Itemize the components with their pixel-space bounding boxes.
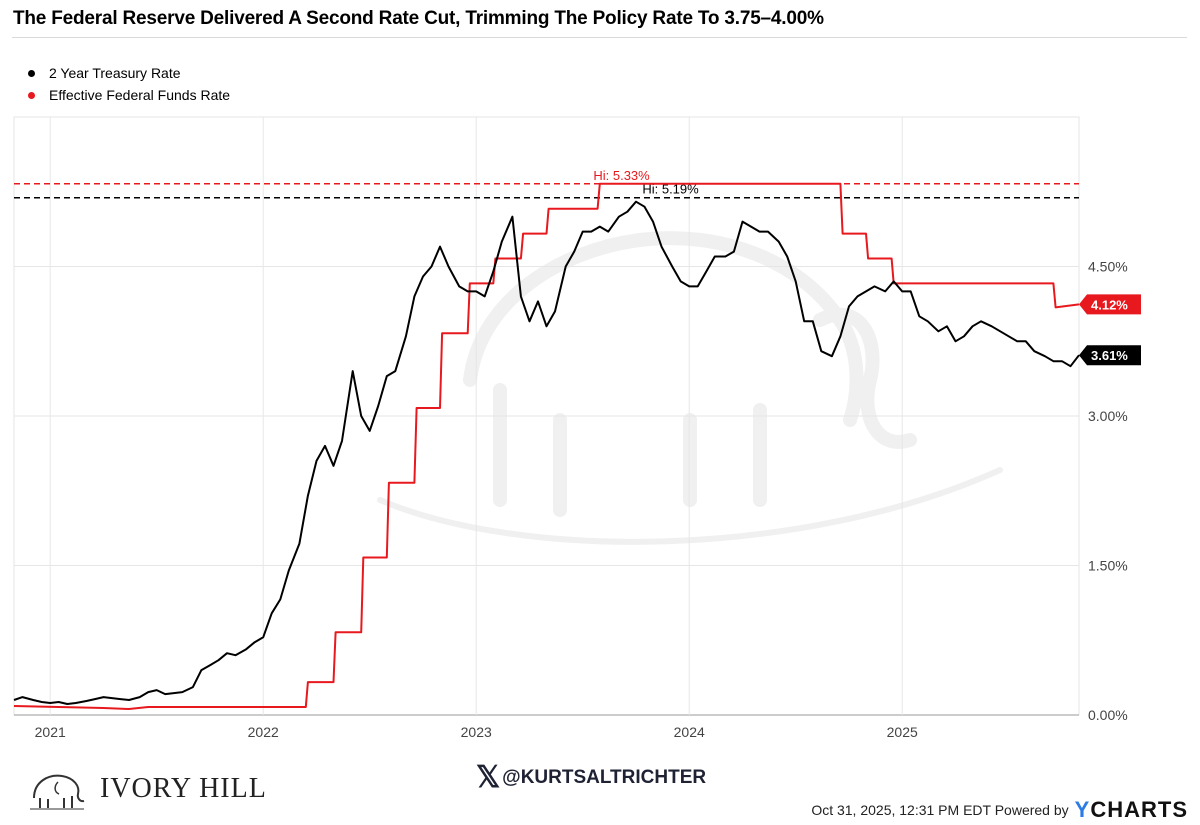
last-value-badges: 3.61% 4.12% [1079,294,1141,366]
ycharts-rest: CHARTS [1090,797,1188,822]
series-line-effective-federal-funds-rate [13,182,1080,710]
series-lines [13,182,1080,710]
x-tick-label: 2025 [887,724,918,740]
chart-title: The Federal Reserve Delivered A Second R… [13,8,824,29]
brand-name: IVORY HILL [100,773,267,804]
hi-label-0: Hi: 5.19% [642,182,699,197]
series-line-2-year-treasury-rate [13,200,1080,705]
elephant-logo-icon [30,774,85,810]
y-tick-label: 1.50% [1088,558,1128,574]
legend-item-treasury[interactable]: 2 Year Treasury Rate [28,62,230,84]
legend: 2 Year Treasury Rate Effective Federal F… [28,62,230,106]
ycharts-logo[interactable]: YCHARTS [1075,797,1188,823]
y-axis: 0.00% 1.50% 3.00% 4.50% [1088,259,1128,724]
y-tick-label: 3.00% [1088,408,1128,424]
legend-dot-treasury [28,69,35,77]
title-divider [12,37,1187,38]
y-tick-label: 4.50% [1088,259,1128,275]
legend-item-ffr[interactable]: Effective Federal Funds Rate [28,84,230,106]
legend-label-ffr: Effective Federal Funds Rate [49,87,231,103]
ycharts-y: Y [1074,797,1091,822]
last-value-badge-0: 3.61% [1079,345,1141,366]
x-axis: 2021 2022 2023 2024 2025 [35,724,918,740]
legend-label-treasury: 2 Year Treasury Rate [49,65,181,81]
x-tick-label: 2023 [461,724,492,740]
x-tick-label: 2024 [674,724,705,740]
badge-shape [1079,345,1141,366]
last-value-badge-1: 4.12% [1079,294,1141,315]
x-tick-label: 2022 [248,724,279,740]
handle-text: @KURTSALTRICHTER [502,767,707,788]
hi-label-1: Hi: 5.33% [593,168,650,183]
y-tick-label: 0.00% [1088,707,1128,723]
grid-lines [13,116,1080,716]
legend-dot-ffr [28,91,35,99]
high-markers: Hi: 5.33%Hi: 5.19% [14,168,1079,199]
elephant-watermark-icon [377,231,1003,545]
x-logo-icon: 𝕏 [476,761,501,794]
badge-label: 4.12% [1091,297,1128,312]
x-tick-label: 2021 [35,724,66,740]
timestamp-text: Oct 31, 2025, 12:31 PM EDT Powered by [811,802,1069,818]
social-handle[interactable]: 𝕏 @KURTSALTRICHTER [476,761,707,794]
ivory-hill-logo: IVORY HILL [28,768,267,810]
badge-shape [1079,294,1141,315]
badge-label: 3.61% [1091,348,1128,363]
footer-timestamp: Oct 31, 2025, 12:31 PM EDT Powered by YC… [811,797,1188,823]
